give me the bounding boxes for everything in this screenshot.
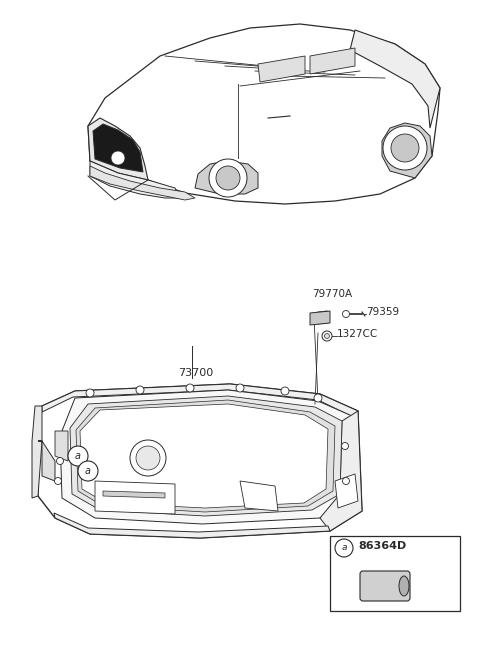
Text: 1327CC: 1327CC xyxy=(337,329,378,339)
Circle shape xyxy=(343,478,349,485)
Circle shape xyxy=(68,446,88,466)
FancyBboxPatch shape xyxy=(360,571,410,601)
Polygon shape xyxy=(32,406,42,498)
Polygon shape xyxy=(55,431,68,461)
Polygon shape xyxy=(103,491,165,498)
Circle shape xyxy=(86,389,94,397)
Text: a: a xyxy=(75,451,81,461)
Text: 73700: 73700 xyxy=(178,368,213,378)
Circle shape xyxy=(130,440,166,476)
Polygon shape xyxy=(88,118,148,180)
Polygon shape xyxy=(38,384,362,538)
Polygon shape xyxy=(90,161,180,198)
Circle shape xyxy=(383,126,427,170)
Polygon shape xyxy=(70,396,342,516)
Circle shape xyxy=(78,461,98,481)
Text: 79359: 79359 xyxy=(366,307,399,317)
Circle shape xyxy=(216,166,240,190)
Circle shape xyxy=(341,443,348,449)
Circle shape xyxy=(343,310,349,318)
Polygon shape xyxy=(54,513,330,538)
Circle shape xyxy=(322,331,332,341)
Polygon shape xyxy=(350,30,440,128)
Polygon shape xyxy=(258,56,305,82)
Text: 86364D: 86364D xyxy=(358,541,406,551)
Text: a: a xyxy=(85,466,91,476)
Circle shape xyxy=(324,333,329,338)
Circle shape xyxy=(136,446,160,470)
Polygon shape xyxy=(240,481,278,511)
Circle shape xyxy=(391,134,419,162)
Polygon shape xyxy=(80,404,328,508)
Circle shape xyxy=(335,539,353,557)
FancyBboxPatch shape xyxy=(330,536,460,611)
Circle shape xyxy=(236,384,244,392)
Polygon shape xyxy=(335,474,358,508)
Polygon shape xyxy=(95,481,175,514)
Circle shape xyxy=(111,151,125,165)
Circle shape xyxy=(57,457,63,464)
Circle shape xyxy=(55,478,61,485)
Circle shape xyxy=(281,387,289,395)
Polygon shape xyxy=(195,161,258,194)
Polygon shape xyxy=(60,390,352,524)
Text: a: a xyxy=(341,544,347,552)
Circle shape xyxy=(186,384,194,392)
Polygon shape xyxy=(90,166,195,200)
Polygon shape xyxy=(382,123,432,178)
Polygon shape xyxy=(38,441,55,481)
Polygon shape xyxy=(88,24,440,204)
Polygon shape xyxy=(42,384,358,418)
Ellipse shape xyxy=(399,576,409,596)
Polygon shape xyxy=(310,311,330,325)
Polygon shape xyxy=(310,48,355,74)
Polygon shape xyxy=(76,400,335,512)
Polygon shape xyxy=(320,411,362,531)
Circle shape xyxy=(314,394,322,402)
Circle shape xyxy=(209,159,247,197)
Polygon shape xyxy=(93,124,143,172)
Text: 79770A: 79770A xyxy=(312,289,352,299)
Circle shape xyxy=(136,386,144,394)
